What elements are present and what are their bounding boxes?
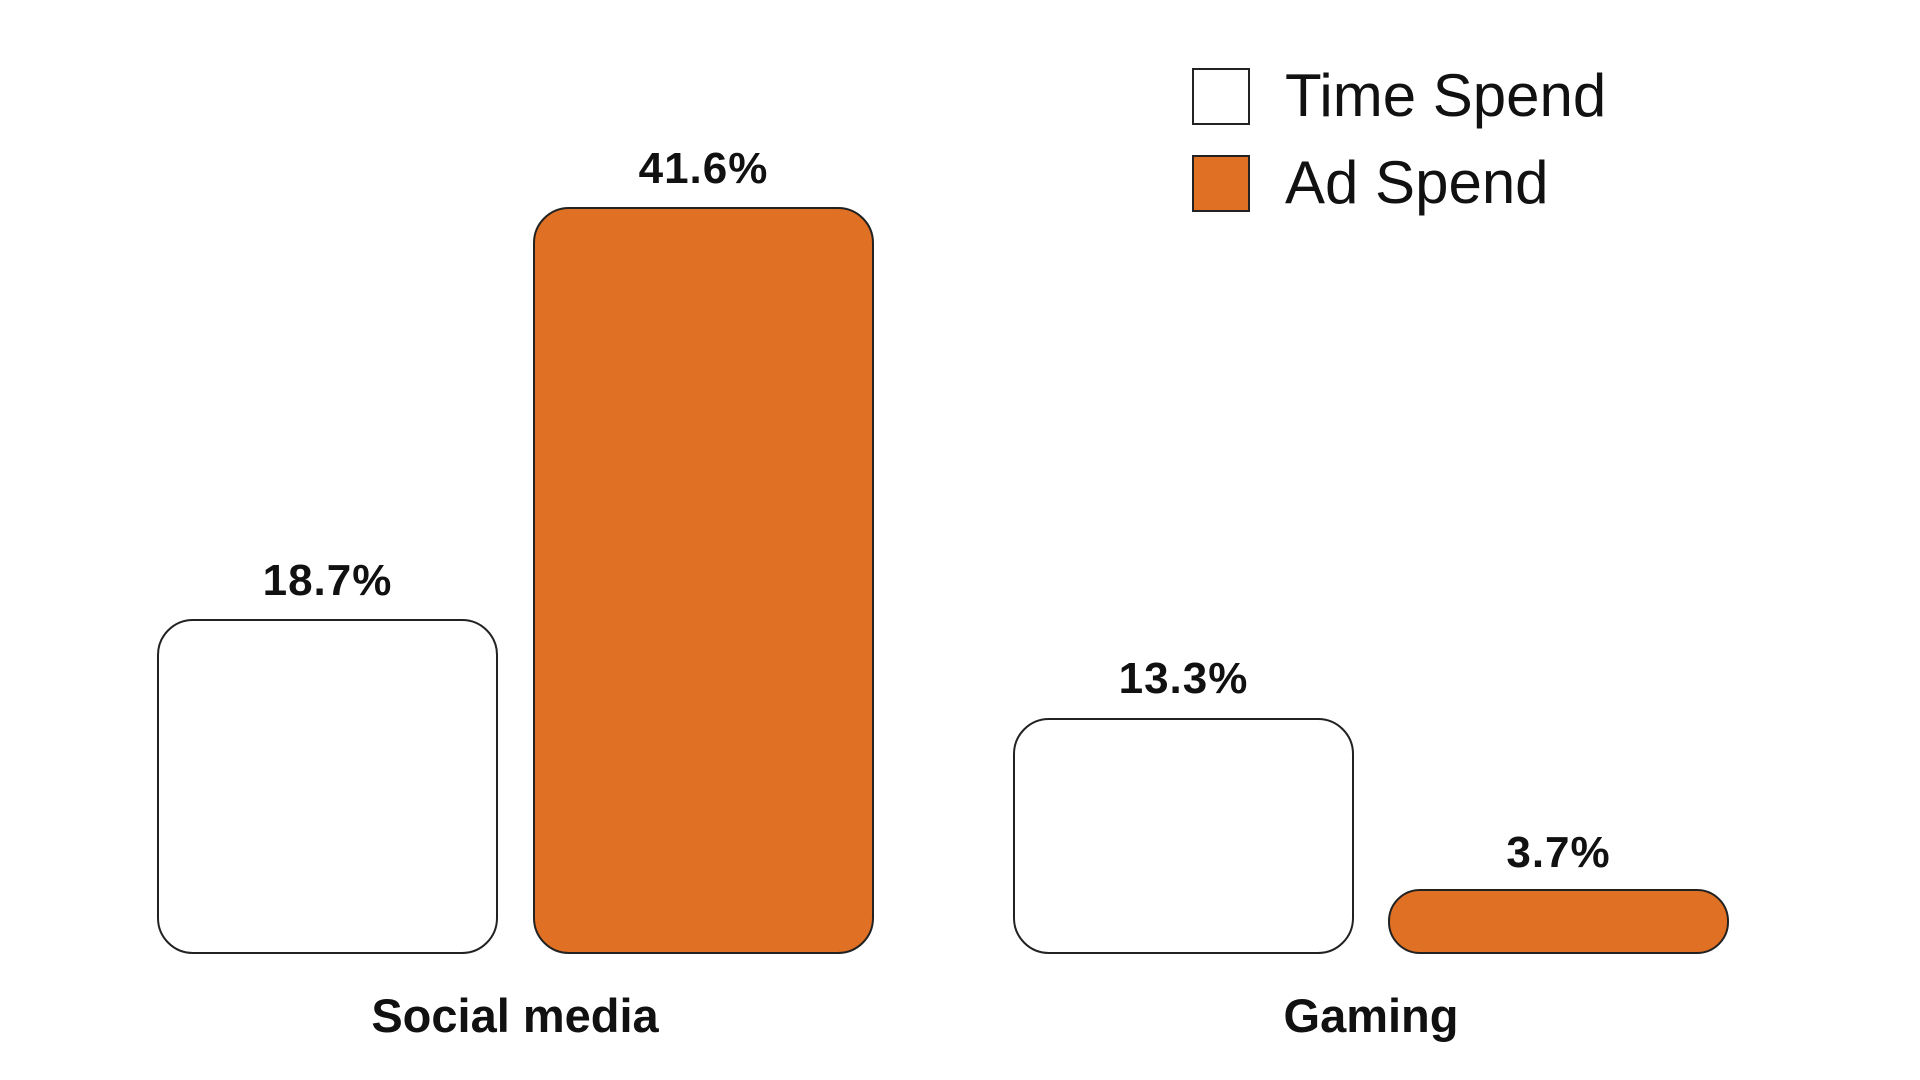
value-label-gaming-time-spend: 13.3% — [1118, 654, 1249, 703]
bar-gaming-time-spend — [1013, 718, 1354, 954]
category-label-gaming: Gaming — [1283, 989, 1459, 1042]
legend-swatch-time-spend — [1192, 68, 1250, 125]
legend-label-ad-spend: Ad Spend — [1285, 149, 1549, 216]
category-label-social-media: Social media — [371, 989, 659, 1042]
bar-social-media-time-spend — [157, 619, 498, 954]
value-label-gaming-ad-spend: 3.7% — [1506, 828, 1611, 877]
bar-social-media-ad-spend — [533, 207, 874, 954]
bar-gaming-ad-spend — [1388, 889, 1729, 954]
value-label-social-media-time-spend: 18.7% — [262, 556, 393, 605]
legend-item-ad-spend: Ad Spend — [1192, 151, 1692, 215]
legend-label-time-spend: Time Spend — [1285, 62, 1607, 129]
legend-item-time-spend: Time Spend — [1192, 64, 1692, 128]
value-label-social-media-ad-spend: 41.6% — [638, 144, 769, 193]
legend-swatch-ad-spend — [1192, 155, 1250, 212]
